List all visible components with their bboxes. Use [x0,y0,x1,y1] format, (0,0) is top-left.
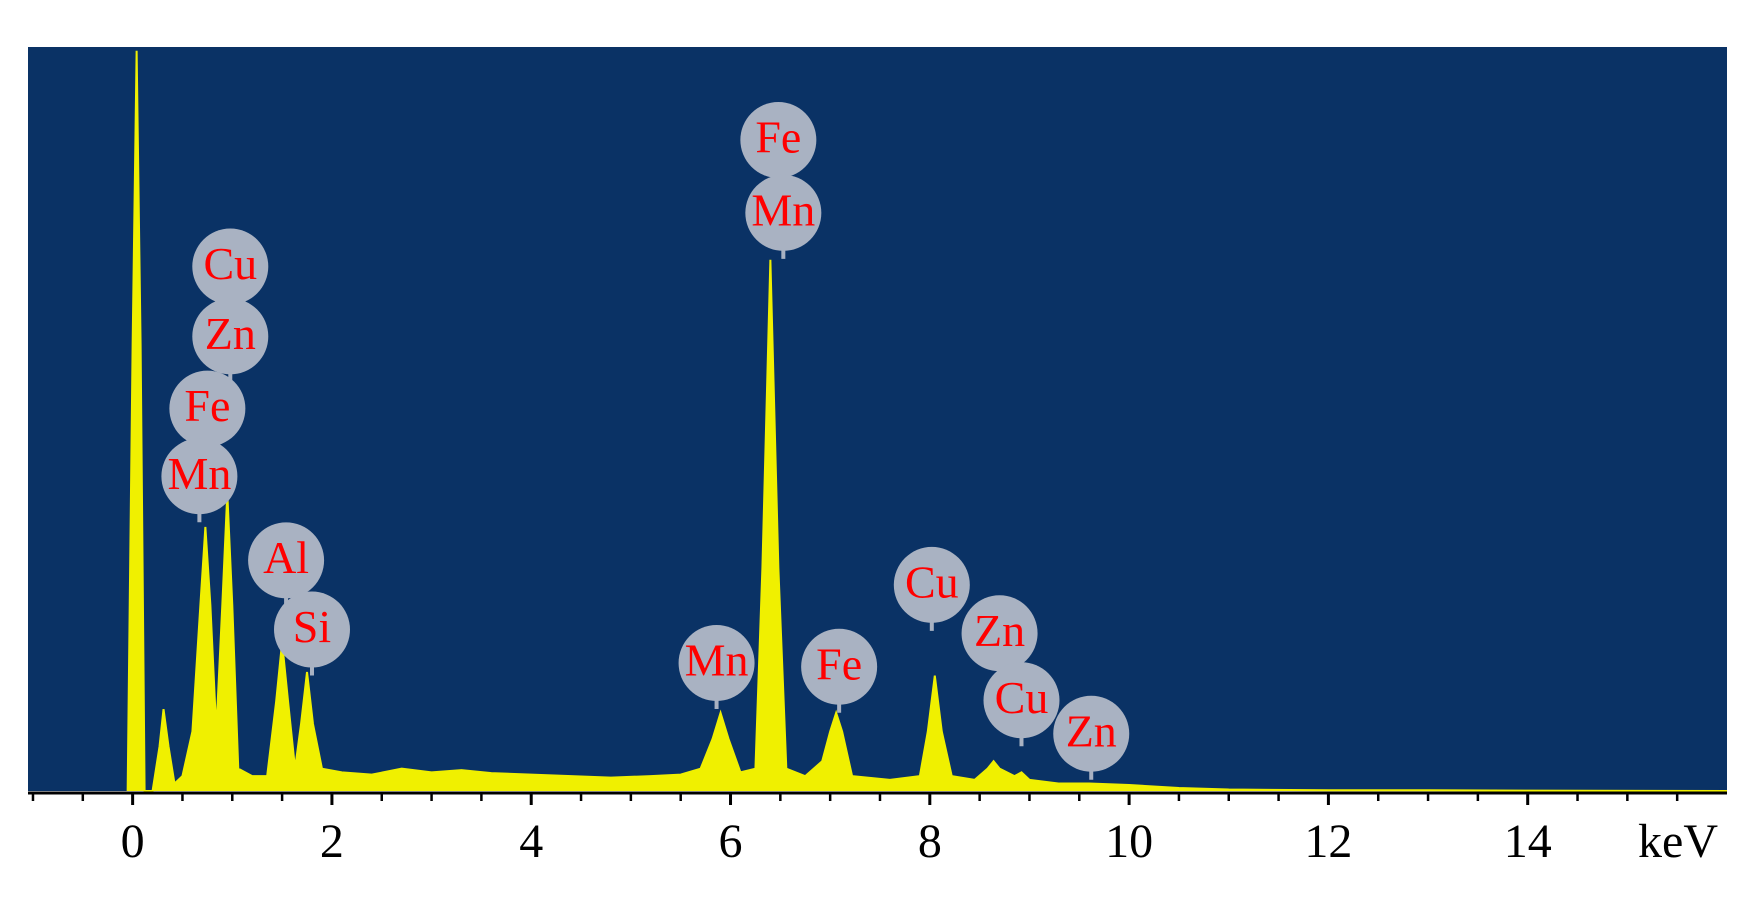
x-tick-label: 8 [918,815,942,868]
x-tick-label: 0 [121,815,145,868]
annotation-label: Fe [816,638,862,689]
spectrum-line [126,50,1728,792]
annotation-marker [745,174,822,251]
annotation-label: Zn [205,308,256,359]
annotation-label: Zn [974,605,1025,656]
x-tick-label: 2 [320,815,344,868]
annotation-label: Si [293,601,331,652]
annotation-label: Fe [184,380,230,431]
annotation-marker [192,228,269,305]
annotation-label: Fe [755,112,801,163]
annotation-label: Al [263,532,309,583]
annotation-marker [273,591,350,668]
annotation-marker [161,438,238,515]
area-fill [127,50,1728,792]
annotation-marker [961,595,1038,672]
annotation-marker [678,625,755,702]
annotation-label: Cu [905,556,959,607]
x-tick-label: 4 [519,815,543,868]
annotation-marker [169,370,246,447]
annotation-label: Mn [167,448,231,499]
x-tick-label: 12 [1304,815,1352,868]
annotation-marker [893,546,970,623]
annotation-marker [740,102,817,178]
annotation-label: Mn [751,184,815,235]
x-tick-label: 14 [1504,815,1552,868]
annotation-marker [248,522,325,599]
annotation-label: Cu [203,238,257,289]
x-tick-label: 6 [719,815,743,868]
x-tick-label: 10 [1105,815,1153,868]
annotation-label: Cu [995,672,1049,723]
annotation-marker [192,298,269,375]
annotation-label: Mn [685,635,749,686]
annotation-marker [983,662,1060,739]
annotation-marker [801,628,878,705]
x-axis-label: keV [1638,815,1718,868]
annotation-label: Zn [1066,705,1117,756]
annotation-marker [1053,695,1130,772]
